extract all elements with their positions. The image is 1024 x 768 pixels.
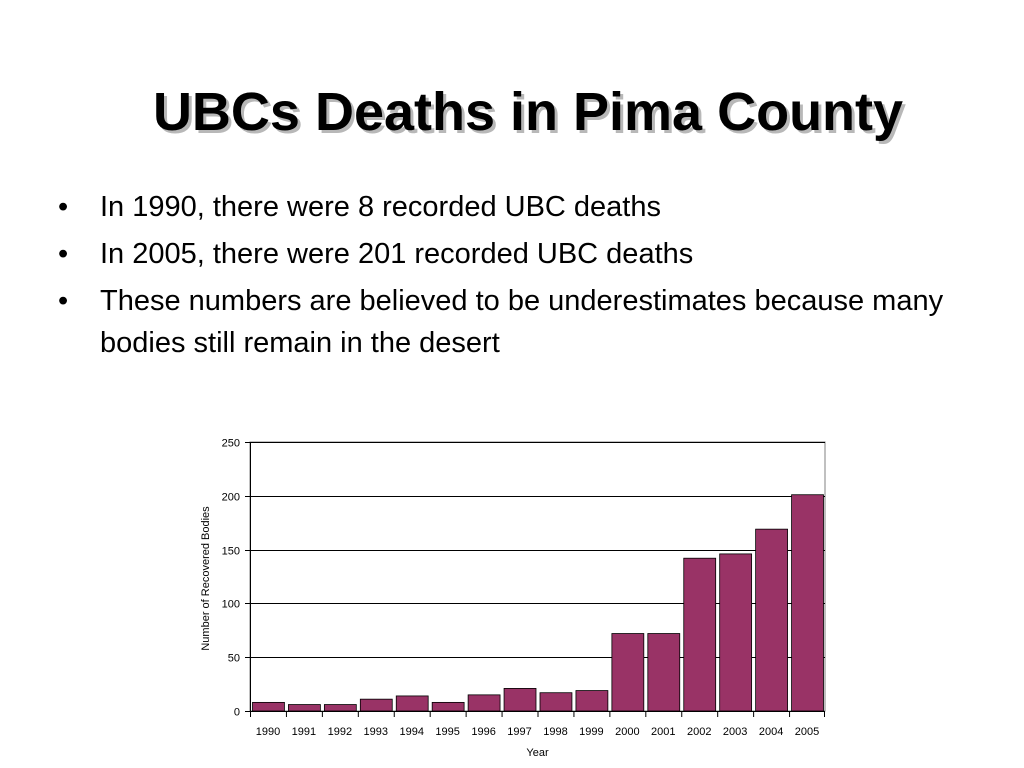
- y-tick-label: 150: [222, 546, 240, 558]
- bar: [719, 553, 753, 712]
- axes: 0 50 100 150 200 250 1990 1991 1992 1993 1994 1995 1…: [222, 438, 825, 738]
- bar: [359, 698, 393, 712]
- y-tick-label: 250: [222, 438, 240, 450]
- bar: [431, 701, 465, 712]
- bullet-text: These numbers are believed to be underes…: [100, 285, 944, 359]
- x-tick-label: 1990: [256, 726, 280, 738]
- bar: [647, 633, 681, 712]
- slide-title: UBCs Deaths in Pima County: [152, 82, 904, 142]
- bullet-item: • These numbers are believed to be under…: [58, 280, 958, 364]
- bullet-icon: •: [58, 238, 69, 270]
- bullet-item: • In 2005, there were 201 recorded UBC d…: [58, 233, 958, 275]
- y-tick-label: 50: [228, 653, 240, 665]
- x-tick-label: 1994: [399, 726, 423, 738]
- bar: [288, 704, 321, 712]
- bars: [252, 494, 824, 712]
- bullet-icon: •: [58, 285, 69, 317]
- bar: [503, 688, 537, 712]
- bar: [755, 528, 788, 712]
- y-axis-title: Number of Recovered Bodies: [200, 506, 212, 651]
- bar: [683, 557, 717, 712]
- bar: [323, 704, 357, 712]
- x-tick-label: 1992: [328, 726, 352, 738]
- bullet-text: In 2005, there were 201 recorded UBC dea…: [100, 238, 694, 270]
- x-tick-label: 1998: [543, 726, 567, 738]
- x-tick-label: 2003: [723, 726, 747, 738]
- x-axis-title: Year: [526, 747, 549, 759]
- x-tick-label: 2000: [615, 726, 639, 738]
- bar: [575, 690, 609, 712]
- x-tick-label: 2004: [759, 726, 783, 738]
- x-tick-label: 1996: [471, 726, 495, 738]
- x-tick-label: 2001: [651, 726, 675, 738]
- x-tick-label: 1999: [579, 726, 603, 738]
- bar: [467, 694, 501, 712]
- bullet-icon: •: [58, 191, 69, 223]
- bar: [611, 633, 645, 712]
- x-tick-label: 1997: [507, 726, 531, 738]
- bar: [252, 701, 285, 712]
- y-tick-label: 0: [234, 707, 240, 719]
- y-tick-label: 200: [222, 492, 240, 504]
- x-tick-label: 1993: [364, 726, 388, 738]
- y-tick-label: 100: [222, 599, 240, 611]
- bullet-text: In 1990, there were 8 recorded UBC death…: [100, 191, 661, 223]
- x-tick-label: 1991: [292, 726, 316, 738]
- bullet-list: • In 1990, there were 8 recorded UBC dea…: [58, 186, 958, 369]
- bar: [539, 692, 573, 712]
- bar: [395, 695, 429, 712]
- x-tick-label: 2002: [687, 726, 711, 738]
- bullet-item: • In 1990, there were 8 recorded UBC dea…: [58, 186, 958, 228]
- x-tick-label: 1995: [435, 726, 459, 738]
- x-tick-label: 2005: [795, 726, 819, 738]
- bar: [791, 494, 824, 712]
